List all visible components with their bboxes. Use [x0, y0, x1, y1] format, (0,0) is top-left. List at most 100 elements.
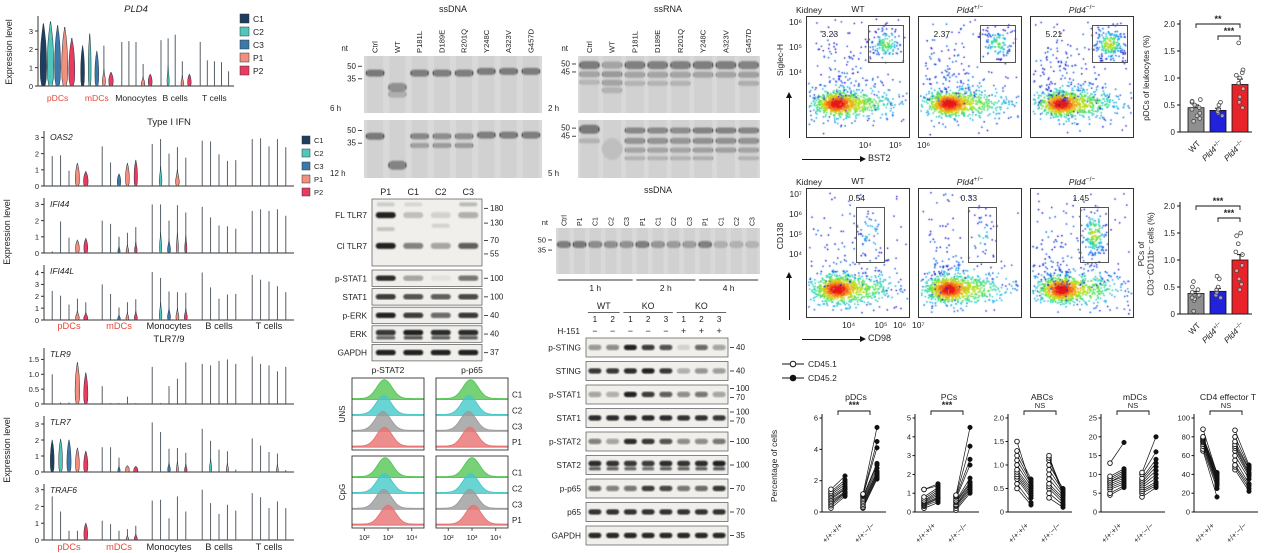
lane-label: C3	[687, 217, 694, 226]
path	[117, 245, 121, 254]
rect	[371, 344, 483, 362]
legend-label: P1	[253, 53, 264, 63]
lane-header: C2	[435, 187, 447, 197]
lane-label: C2	[608, 217, 615, 226]
rect	[746, 228, 758, 274]
y-axis-label: CD138	[775, 222, 785, 250]
tick-label: 0	[1186, 508, 1190, 517]
rect	[239, 13, 250, 24]
rect	[375, 294, 396, 300]
rect	[585, 408, 729, 428]
path	[94, 50, 99, 87]
y-tick-label: 10⁶	[789, 209, 802, 219]
lane-label: D189E	[437, 30, 446, 53]
lane-number: 2	[699, 315, 704, 324]
path	[436, 426, 508, 448]
rect	[458, 336, 478, 340]
rect	[605, 228, 617, 274]
g	[375, 349, 479, 356]
rect	[694, 532, 708, 539]
rect	[606, 509, 620, 515]
circle	[828, 486, 834, 493]
g	[588, 415, 726, 421]
blot-row-label: p-STING	[548, 343, 581, 353]
y-axis-label: pDCs of leukocytes (%)	[1142, 35, 1151, 121]
rect	[712, 485, 726, 492]
rect	[574, 228, 586, 274]
rect	[677, 344, 691, 351]
tspan: +/−	[1212, 321, 1223, 332]
nt-label: nt	[561, 44, 568, 53]
rect	[404, 202, 423, 207]
series-label: C3	[512, 500, 522, 509]
flow-scatter	[919, 17, 1021, 137]
treatment-value: −	[610, 326, 615, 336]
gate-percentage: 3.23	[821, 29, 839, 40]
violin-section: Expression level 3 2 1 0 PLD4 pDCs mDCs Monocyte…	[4, 4, 264, 103]
flow-cytometry-row-pcs: Kidney 10⁷ 10⁶ 10⁵ 10⁴ CD138 CD98 WT 0.54 Pld4+/…	[772, 174, 1134, 352]
circle	[1189, 295, 1195, 301]
path	[1116, 410, 1150, 415]
marker-label: 55	[490, 249, 499, 258]
gate-rectangle	[967, 206, 998, 263]
circle	[967, 456, 973, 462]
flow-histogram-panel: p-STAT2 p-p65 UNS C1 C2 C3 P1 CpG C1 C2 C3 P1 10² 10³…	[318, 364, 523, 553]
flow-scatter	[1031, 17, 1133, 137]
lane-header: P1	[380, 187, 391, 197]
line	[1202, 429, 1218, 474]
path	[187, 73, 192, 87]
rect	[648, 120, 667, 178]
legend-label: P2	[253, 66, 264, 76]
x-axis-label: CD98	[868, 333, 892, 343]
circle	[1234, 73, 1239, 78]
x-category-label: +/+:+/+	[821, 521, 845, 545]
rect	[623, 509, 637, 515]
marker-label: 100	[490, 292, 504, 301]
path	[125, 163, 130, 187]
rect	[677, 509, 691, 515]
circle	[1192, 102, 1198, 108]
circle	[874, 424, 880, 430]
series-label: P1	[512, 516, 522, 525]
circle	[789, 360, 797, 368]
x-tick-label: 10⁴	[490, 533, 502, 542]
lane-label: C2	[734, 217, 741, 226]
tick-label: 1.0	[29, 370, 39, 379]
rect	[585, 431, 729, 452]
rect	[351, 377, 425, 451]
histogram-title: p-STAT2	[372, 365, 405, 375]
tspan: WT	[1186, 138, 1202, 154]
rect	[371, 288, 483, 306]
rect	[376, 227, 395, 232]
path	[184, 308, 188, 321]
lane-number: 1	[628, 315, 633, 324]
rect	[430, 294, 451, 300]
rect	[623, 460, 637, 467]
sup: +/−	[973, 176, 984, 183]
blot-row-label: STAT2	[556, 460, 581, 470]
path	[50, 439, 55, 473]
tick-label: 0.5	[994, 484, 1004, 493]
rect	[375, 275, 396, 281]
circle	[1239, 282, 1244, 287]
path	[66, 439, 72, 473]
group-label: WT	[597, 301, 611, 311]
rect	[668, 228, 680, 274]
line	[1109, 442, 1125, 464]
path	[159, 232, 162, 254]
violin-panel-pld4: Expression level 3 2 1 0 PLD4 pDCs mDCs Monocyte…	[2, 0, 314, 118]
tick-label: 3	[35, 420, 39, 429]
tick-label: 0	[1000, 508, 1004, 517]
flow-scatter	[1031, 189, 1133, 317]
marker-label: 100	[736, 408, 750, 417]
rect	[371, 198, 483, 267]
genotype-title: Pld4−/−	[1069, 4, 1095, 15]
tick-label: 2.0	[1164, 202, 1176, 211]
path	[80, 45, 85, 87]
flow-scatter	[807, 189, 909, 317]
tick-label: 100	[1177, 414, 1190, 423]
marker-label: 70	[736, 417, 745, 426]
western-blot: P1 C1 C2 C3 FL TLR7 180 130 Cl TLR7 70 55 p-STAT1 1…	[335, 187, 504, 362]
path	[133, 159, 138, 187]
gate-percentage: 2.37	[933, 29, 951, 40]
